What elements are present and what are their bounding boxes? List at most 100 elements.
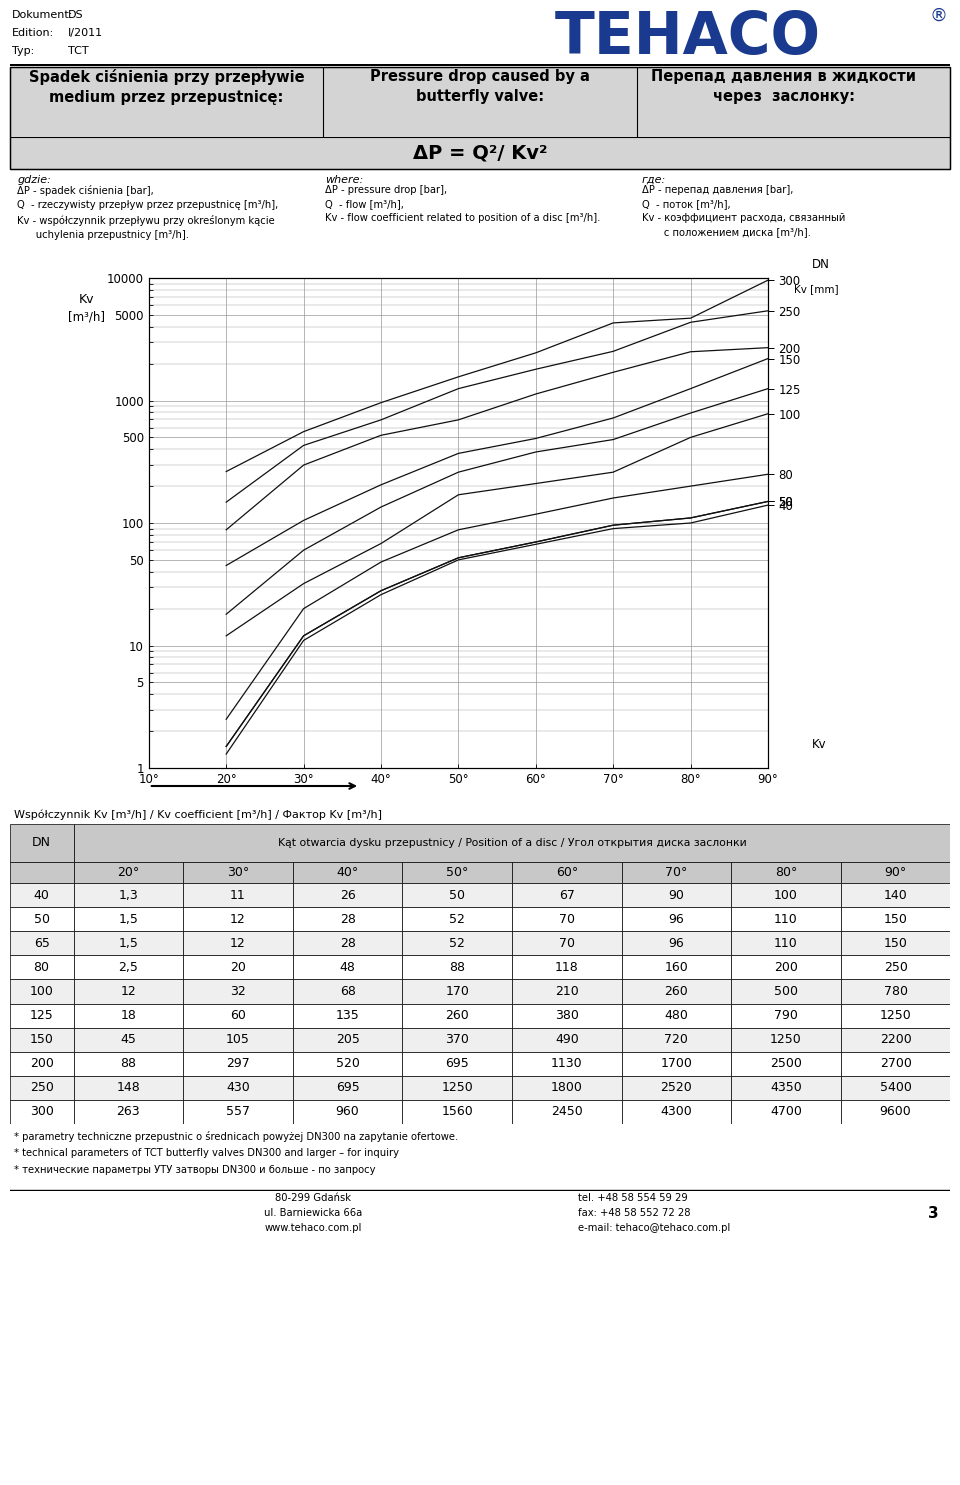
Text: 100: 100 (30, 985, 54, 998)
Text: 20°: 20° (117, 866, 139, 879)
Bar (183, 980, 293, 1004)
Text: Kąt otwarcia dysku przepustnicy / Position of a disc / Угол открытия диска засло: Kąt otwarcia dysku przepustnicy / Positi… (277, 838, 746, 848)
Text: 250: 250 (883, 961, 907, 974)
Text: 720: 720 (664, 1034, 688, 1047)
Bar (512, 1051, 621, 1075)
Bar (621, 1028, 732, 1051)
Bar (10, 931, 74, 955)
Bar (732, 955, 841, 980)
Text: 60°: 60° (556, 866, 578, 879)
Text: ΔP - pressure drop [bar],
Q  - flow [m³/h],
Kv - flow coefficient related to pos: ΔP - pressure drop [bar], Q - flow [m³/h… (325, 186, 601, 223)
Bar (402, 907, 512, 931)
Bar (10, 861, 74, 884)
Bar (74, 1051, 183, 1075)
Text: 90°: 90° (884, 866, 907, 879)
Text: 370: 370 (445, 1034, 469, 1047)
Bar (841, 931, 950, 955)
Bar (732, 1075, 841, 1100)
Text: 12: 12 (230, 913, 246, 925)
Bar (402, 931, 512, 955)
Text: 1,5: 1,5 (118, 937, 138, 950)
Bar (841, 980, 950, 1004)
Text: 380: 380 (555, 1010, 579, 1022)
Text: 11: 11 (230, 888, 246, 901)
Bar (402, 884, 512, 907)
Bar (74, 1004, 183, 1028)
Bar (841, 1100, 950, 1124)
Bar (183, 931, 293, 955)
Text: 210: 210 (555, 985, 579, 998)
Bar (402, 1004, 512, 1028)
Bar (74, 955, 183, 980)
Text: 150: 150 (883, 937, 907, 950)
Bar (512, 1028, 621, 1051)
Bar (402, 1100, 512, 1124)
Text: Kv: Kv (79, 293, 94, 306)
Text: 4350: 4350 (770, 1081, 802, 1094)
Text: 960: 960 (336, 1105, 359, 1118)
Text: DN: DN (812, 257, 829, 270)
Text: I/2011: I/2011 (68, 28, 103, 39)
Text: 96: 96 (668, 937, 684, 950)
Text: 1,5: 1,5 (118, 913, 138, 925)
Bar (512, 861, 621, 884)
Bar (74, 907, 183, 931)
Text: 150: 150 (30, 1034, 54, 1047)
Text: Kv [mm]: Kv [mm] (794, 284, 838, 294)
Text: 100: 100 (774, 888, 798, 901)
Text: 520: 520 (336, 1057, 359, 1071)
Bar (732, 884, 841, 907)
Bar (402, 980, 512, 1004)
Bar (183, 1028, 293, 1051)
Bar (402, 1075, 512, 1100)
Text: 2520: 2520 (660, 1081, 692, 1094)
Bar (841, 861, 950, 884)
Bar (183, 955, 293, 980)
Text: 80-299 Gdańsk
ul. Barniewicka 66a
www.tehaco.com.pl: 80-299 Gdańsk ul. Barniewicka 66a www.te… (264, 1192, 363, 1233)
Bar (841, 1028, 950, 1051)
Text: * technical parameters of TCT butterfly valves DN300 and larger – for inquiry: * technical parameters of TCT butterfly … (13, 1148, 398, 1158)
Bar (621, 955, 732, 980)
Text: 500: 500 (774, 985, 798, 998)
Bar (732, 1051, 841, 1075)
Bar (74, 931, 183, 955)
Text: ®: ® (930, 7, 948, 25)
Text: 160: 160 (664, 961, 688, 974)
Text: 50°: 50° (446, 866, 468, 879)
Text: 80: 80 (34, 961, 50, 974)
Text: where:: where: (325, 175, 364, 186)
Bar (10, 907, 74, 931)
Bar (293, 1100, 402, 1124)
Bar (402, 861, 512, 884)
Bar (621, 907, 732, 931)
Text: 125: 125 (30, 1010, 54, 1022)
Text: TEHACO: TEHACO (555, 9, 821, 65)
Text: 205: 205 (336, 1034, 359, 1047)
Text: 52: 52 (449, 913, 466, 925)
Text: 790: 790 (774, 1010, 798, 1022)
Bar (512, 884, 621, 907)
Text: 45: 45 (120, 1034, 136, 1047)
Bar (74, 861, 183, 884)
Text: 695: 695 (336, 1081, 359, 1094)
Bar (621, 1004, 732, 1028)
Text: 263: 263 (116, 1105, 140, 1118)
Text: [m³/h]: [m³/h] (68, 310, 105, 324)
Bar (402, 1028, 512, 1051)
Bar (10, 1028, 74, 1051)
Text: 1250: 1250 (879, 1010, 911, 1022)
Bar (293, 1028, 402, 1051)
Bar (512, 1004, 621, 1028)
Text: 110: 110 (774, 913, 798, 925)
Bar (74, 1075, 183, 1100)
Bar (10, 980, 74, 1004)
Bar (183, 1051, 293, 1075)
Text: 2500: 2500 (770, 1057, 802, 1071)
Bar (841, 955, 950, 980)
Text: * технические параметры УТУ затворы DN300 и больше - по запросу: * технические параметры УТУ затворы DN30… (13, 1166, 375, 1175)
Text: 4700: 4700 (770, 1105, 802, 1118)
Text: 557: 557 (226, 1105, 250, 1118)
Text: 297: 297 (227, 1057, 250, 1071)
Bar (512, 980, 621, 1004)
Text: 50: 50 (34, 913, 50, 925)
